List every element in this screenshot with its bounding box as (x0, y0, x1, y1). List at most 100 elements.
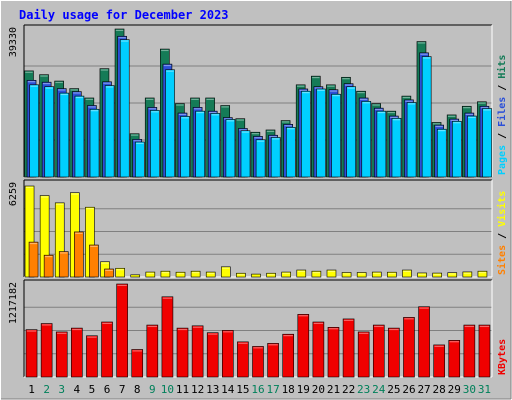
bar-kbytes-day-18-fill (282, 333, 294, 378)
bar-hits-day-4-highlight (70, 89, 78, 91)
bar-pages-day-3-fill (59, 92, 70, 178)
bar-pages-day-20-fill (316, 88, 326, 178)
bar-visits-day-23-fill (356, 272, 367, 278)
bar-kbytes-day-9-fill (146, 324, 159, 378)
bar-visits-day-9 (145, 271, 156, 278)
legend-item-pages: Pages (497, 145, 508, 175)
bar-pages-day-8 (135, 141, 145, 178)
bar-pages-day-20-highlight (317, 89, 325, 91)
bar-pages-day-21-highlight (332, 95, 340, 97)
x-tick-label-day-28: 28 (433, 383, 446, 396)
bar-visits-day-28-highlight (433, 273, 441, 276)
bar-visits-day-20 (311, 270, 322, 278)
bar-pages-day-14 (225, 119, 236, 178)
bar-pages-day-24-fill (376, 110, 387, 178)
bar-kbytes-day-14-fill (222, 330, 234, 378)
x-tick-label-day-24: 24 (372, 383, 386, 396)
bar-files-day-14-highlight (224, 118, 232, 120)
legend-hits_files_pages: Pages / Files / Hits (496, 55, 508, 175)
bar-pages-day-6 (104, 85, 115, 178)
bar-pages-day-20 (316, 88, 326, 178)
bar-pages-day-13 (210, 113, 221, 178)
x-tick-label-day-20: 20 (312, 383, 325, 396)
bar-pages-day-26 (406, 102, 417, 178)
bar-visits-day-9-highlight (146, 272, 155, 275)
bar-files-day-5-highlight (88, 106, 96, 108)
bar-visits-day-27 (417, 272, 427, 278)
legend-separator: / (497, 127, 508, 145)
bar-pages-day-10-highlight (166, 70, 174, 72)
bar-hits-day-2-highlight (40, 75, 48, 77)
x-tick-label-day-31: 31 (478, 383, 491, 396)
bar-pages-day-25 (391, 117, 402, 178)
bar-hits-day-30-highlight (463, 107, 471, 109)
bar-visits-day-24-fill (371, 271, 382, 278)
bar-kbytes-day-1-highlight (26, 330, 37, 332)
bar-visits-day-19-highlight (297, 270, 305, 273)
legend-item-visits: Visits (496, 191, 508, 227)
bar-kbytes-day-5 (86, 335, 98, 378)
bar-pages-day-19-fill (301, 90, 311, 178)
bar-visits-day-29-highlight (448, 273, 456, 275)
bar-kbytes-day-21 (327, 327, 340, 378)
bar-visits-day-15-highlight (237, 274, 245, 276)
bar-kbytes-day-19-highlight (298, 315, 308, 317)
bar-visits-day-8-fill (130, 274, 141, 278)
bar-kbytes-day-18-highlight (283, 335, 293, 337)
bar-pages-day-23-highlight (362, 102, 370, 104)
bar-kbytes-day-25-fill (388, 327, 400, 378)
bar-visits-day-1-highlight (25, 186, 34, 188)
bar-pages-day-9-fill (150, 110, 160, 178)
bar-visits-day-29-fill (447, 272, 458, 278)
bar-kbytes-day-25 (388, 327, 400, 378)
bar-visits-day-3-highlight (56, 203, 64, 205)
bar-pages-day-8-highlight (136, 142, 144, 145)
bar-files-day-24-highlight (375, 108, 383, 111)
bar-pages-day-19-highlight (302, 92, 310, 94)
bar-kbytes-day-15 (237, 341, 249, 378)
bar-visits-day-18-fill (281, 271, 291, 278)
bar-files-day-18-highlight (284, 125, 292, 127)
bar-files-day-8-highlight (133, 140, 141, 142)
bar-pages-day-23 (361, 101, 372, 178)
bar-pages-day-15-highlight (241, 131, 250, 133)
y-max-label-visits_sites: 6259 (8, 182, 19, 206)
bar-visits-day-9-fill (145, 271, 156, 278)
bar-kbytes-day-16-highlight (253, 347, 263, 349)
bar-kbytes-day-11-fill (176, 327, 189, 378)
x-tick-label-day-6: 6 (104, 383, 111, 396)
bar-sites-day-3-highlight (60, 252, 68, 254)
bar-pages-day-31 (482, 108, 492, 178)
bar-pages-day-16-fill (255, 139, 266, 178)
bar-kbytes-day-30-highlight (464, 325, 475, 328)
bar-kbytes-day-26-highlight (404, 318, 414, 320)
bar-kbytes-day-24-fill (372, 324, 385, 378)
bar-kbytes-day-31 (478, 324, 491, 378)
bar-kbytes-day-29 (448, 340, 461, 378)
x-tick-label-day-21: 21 (327, 383, 340, 396)
bar-kbytes-day-14 (222, 330, 234, 378)
legend-visits_sites: Sites / Visits (496, 191, 508, 275)
x-tick-label-day-9: 9 (149, 383, 156, 396)
bar-sites-day-1-highlight (29, 242, 38, 245)
bar-pages-day-12 (195, 110, 206, 178)
x-tick-label-day-8: 8 (134, 383, 141, 396)
bar-kbytes-day-28-fill (433, 344, 445, 378)
bar-kbytes-day-13-highlight (208, 333, 218, 335)
bar-visits-day-20-fill (311, 270, 322, 278)
bar-visits-day-13 (205, 271, 216, 278)
bar-kbytes-day-23-fill (357, 331, 370, 378)
bar-pages-day-11-highlight (181, 117, 189, 119)
bar-visits-day-20-highlight (312, 271, 321, 274)
bar-kbytes-day-31-highlight (479, 325, 490, 328)
bar-visits-day-26 (402, 269, 412, 278)
bar-pages-day-28-fill (436, 128, 447, 178)
bar-visits-day-25-fill (387, 271, 397, 278)
x-tick-label-day-26: 26 (402, 383, 415, 396)
bar-visits-day-10 (160, 270, 171, 278)
bar-visits-day-16-fill (251, 273, 261, 278)
bar-visits-day-26-fill (402, 269, 412, 278)
bar-visits-day-11-fill (175, 271, 186, 278)
bar-visits-day-28 (432, 272, 442, 278)
bar-hits-day-11-highlight (176, 104, 184, 106)
